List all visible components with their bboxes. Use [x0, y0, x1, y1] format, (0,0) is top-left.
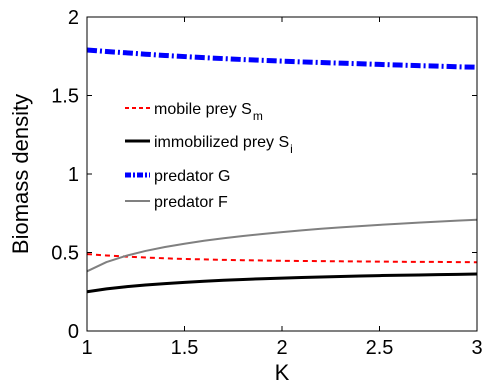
- x-tick-label: 3: [471, 337, 482, 359]
- ticks-layer: 1 1.5 2 2.5 3 0 0.5 1 1.5 2: [51, 7, 482, 359]
- series-line-2: [86, 47, 478, 70]
- legend-label-2: predator G: [154, 168, 230, 185]
- legend-subscript-1: i: [290, 142, 293, 156]
- legend-label-3: predator F: [154, 194, 228, 211]
- y-tick-label: 0: [68, 321, 79, 343]
- x-axis-title: K: [275, 360, 290, 385]
- legend: mobile prey Sm immobilized prey Si predato…: [125, 101, 293, 211]
- y-tick-label: 2: [68, 7, 79, 29]
- x-tick-label: 1: [81, 337, 92, 359]
- series-layer: [86, 47, 478, 294]
- y-tick-label: 0.5: [51, 243, 79, 265]
- y-tick-label: 1: [68, 164, 79, 186]
- x-tick-label: 2.5: [366, 337, 394, 359]
- x-tick-label: 2: [276, 337, 287, 359]
- series-line-3: [86, 218, 478, 273]
- y-tick-label: 1.5: [51, 86, 79, 108]
- series-line-1: [86, 272, 478, 294]
- legend-label-0: mobile prey Sm: [154, 101, 263, 123]
- series-line-0: [86, 253, 478, 264]
- y-axis-title: Biomass density: [8, 94, 33, 254]
- legend-label-1: immobilized prey Si: [154, 134, 293, 156]
- legend-subscript-0: m: [253, 109, 263, 123]
- x-tick-label: 1.5: [171, 337, 199, 359]
